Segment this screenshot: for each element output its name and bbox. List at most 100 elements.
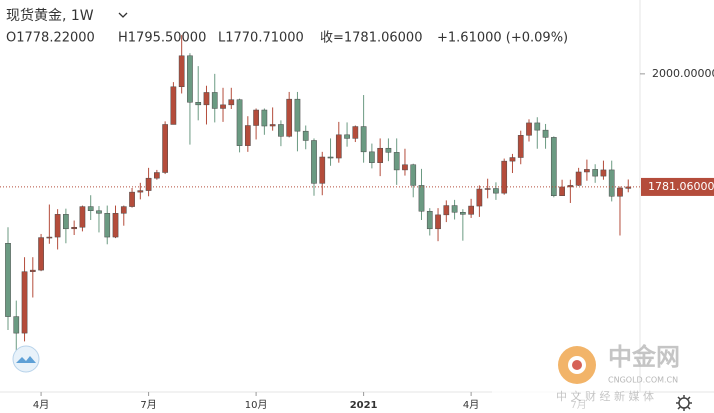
- candle-body: [584, 169, 590, 173]
- ohlc-high: H1795.50000: [118, 31, 206, 46]
- candle-body: [460, 212, 466, 215]
- candle-body: [600, 169, 607, 177]
- candle-body: [360, 126, 367, 153]
- candle-body: [96, 210, 102, 214]
- candle-body: [319, 156, 326, 184]
- candle-body: [46, 236, 53, 239]
- candle-body: [443, 205, 450, 216]
- gear-teeth[interactable]: [676, 395, 692, 411]
- candle-body: [244, 125, 251, 146]
- candle-body: [410, 164, 417, 186]
- settings-gear[interactable]: [676, 395, 692, 411]
- plot-area: [0, 35, 640, 358]
- ohlc-close: 收=1781.06000: [320, 31, 422, 46]
- candle-body: [575, 171, 582, 186]
- x-tick-label: 2021: [350, 400, 378, 411]
- candle-body: [120, 206, 127, 214]
- candle-body: [154, 172, 160, 179]
- candle-body: [63, 214, 69, 230]
- candle-body: [426, 210, 433, 230]
- y-tick-label: 2000.00000: [652, 67, 714, 80]
- candle-body: [402, 164, 408, 171]
- candle-body: [542, 129, 549, 138]
- candle-body: [170, 86, 177, 125]
- x-tick-label: 7月: [140, 399, 156, 411]
- ohlc-change: +1.61000 (+0.09%): [437, 31, 568, 46]
- watermark-backdrop: [492, 345, 622, 413]
- watermark-logo-core: [572, 360, 582, 370]
- candle-body: [137, 190, 144, 193]
- candle-body: [344, 134, 350, 139]
- candle-body: [294, 98, 301, 132]
- candle-body: [261, 109, 268, 127]
- candle-body: [71, 226, 78, 230]
- candle-body: [178, 55, 185, 88]
- badge-icon[interactable]: [16, 356, 36, 363]
- last-price-label: 1781.06000: [648, 180, 714, 193]
- ohlc-open: O1778.22000: [6, 31, 95, 46]
- candle-body: [393, 152, 400, 171]
- candle-body: [625, 186, 632, 189]
- candle-body: [29, 269, 36, 272]
- logo-badge[interactable]: [12, 345, 40, 373]
- candle-body: [145, 177, 152, 191]
- candle-body: [484, 188, 491, 190]
- ohlc-header: O1778.22000 H1795.50000 L1770.71000 收=17…: [6, 31, 568, 46]
- candle-body: [38, 237, 44, 271]
- candle-body: [13, 316, 20, 334]
- candle-body: [195, 102, 202, 106]
- badge-circle[interactable]: [12, 345, 40, 373]
- candle-body: [311, 140, 317, 184]
- candle-body: [493, 188, 499, 194]
- candle-body: [509, 157, 516, 162]
- dropdown-chevron[interactable]: [118, 12, 128, 18]
- candle-body: [236, 99, 243, 146]
- watermark-slogan: 中 文 财 经 新 媒 体: [556, 389, 654, 403]
- candle-body: [269, 124, 276, 127]
- candle-body: [129, 191, 135, 207]
- candle-body: [592, 169, 599, 177]
- candle-body: [369, 151, 375, 163]
- candle-body: [211, 92, 218, 109]
- candle-body: [550, 137, 557, 196]
- candle-body: [302, 130, 309, 141]
- candle-body: [21, 271, 28, 334]
- candle-body: [476, 188, 483, 207]
- candle-body: [228, 99, 235, 106]
- candle-body: [54, 214, 61, 238]
- candle-body: [286, 98, 293, 137]
- candle-body: [385, 147, 392, 153]
- candle-body: [5, 243, 11, 317]
- candle-body: [327, 156, 334, 159]
- candle-body: [501, 160, 508, 194]
- candle-body: [534, 122, 541, 131]
- candle-body: [559, 186, 565, 196]
- x-tick-label: 4月: [463, 399, 479, 411]
- candle-body: [352, 126, 359, 139]
- candle-body: [79, 206, 86, 228]
- candle-body: [162, 124, 168, 173]
- watermark-brand: 中金网: [608, 343, 680, 371]
- watermark: 中金网 CNGOLD.COM.CN 中 文 财 经 新 媒 体: [492, 343, 680, 413]
- candle-body: [377, 147, 383, 163]
- candle-body: [617, 187, 623, 197]
- candle-body: [87, 206, 94, 211]
- x-tick-label: 10月: [245, 399, 268, 411]
- chart-title: 现货黄金, 1W: [6, 7, 94, 24]
- candle-body: [203, 92, 210, 106]
- x-tick-label: 4月: [33, 399, 49, 411]
- candle-body: [608, 169, 615, 197]
- candle-body: [517, 135, 524, 158]
- candle-body: [526, 122, 532, 136]
- candle-body: [253, 109, 259, 126]
- candle-body: [451, 205, 458, 213]
- candle-body: [418, 185, 425, 212]
- candle-body: [335, 134, 342, 159]
- candle-body: [468, 205, 474, 215]
- candle-body: [112, 213, 119, 238]
- candle-body: [187, 55, 193, 103]
- watermark-domain: CNGOLD.COM.CN: [608, 376, 678, 385]
- candle-body: [435, 214, 441, 230]
